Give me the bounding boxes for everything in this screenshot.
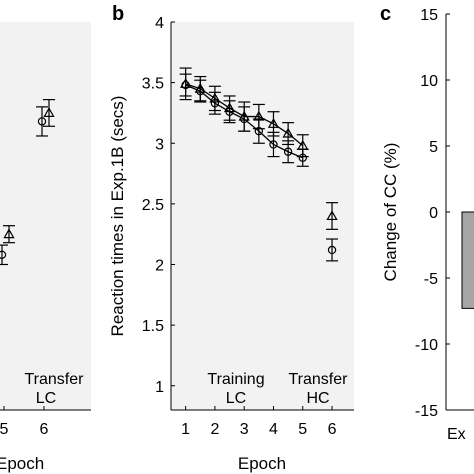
- x-tick-label: 3: [240, 421, 249, 438]
- error-bar: [179, 67, 192, 101]
- panel-a-tick-label: 6: [40, 421, 49, 438]
- panel-c-ticks: -15 -10 -5 0 5 10 15: [415, 7, 450, 420]
- y-tick-label: 3: [155, 136, 164, 153]
- data-point-circle: [283, 147, 293, 156]
- y-tick-label: -10: [415, 337, 438, 354]
- bar-ex: [461, 211, 474, 309]
- error-bar: [267, 111, 280, 137]
- data-point-triangle: [43, 107, 55, 117]
- error-bar: [0, 244, 8, 266]
- panel-b-letter: b: [112, 3, 124, 25]
- error-bar: [326, 238, 339, 262]
- error-bar: [238, 101, 251, 132]
- error-bar: [208, 85, 221, 112]
- y-tick-label: -5: [424, 271, 438, 288]
- panel-a-annotation-line2: LC: [36, 390, 56, 407]
- panel-c-category-label: Ex: [447, 426, 466, 443]
- data-point-triangle: [238, 110, 250, 121]
- panel-b-transfer-line2: HC: [306, 390, 329, 407]
- panel-c-y-label: Change of CC (%): [381, 143, 400, 282]
- data-point-triangle: [223, 102, 236, 113]
- panel-b-transfer-line1: Transfer: [289, 371, 349, 388]
- error-bar: [282, 122, 295, 146]
- panel-b-training-line1: Training: [207, 371, 264, 388]
- error-bar: [296, 134, 309, 158]
- panel-b: b 1 1.5 2 2.5 3 3.5 4 1 2 3 4 5 6 Training LC Transf…: [108, 3, 354, 473]
- y-tick-label: 15: [420, 7, 438, 24]
- panel-a-tick-label: 5: [0, 421, 9, 438]
- y-tick-label: 3.5: [142, 76, 164, 93]
- y-tick-label: 5: [429, 139, 438, 156]
- x-tick-label: 4: [269, 421, 278, 438]
- panel-b-y-label: Reaction times in Exp.1B (secs): [108, 96, 127, 337]
- data-point-triangle: [282, 127, 294, 138]
- data-point-triangle: [3, 228, 15, 239]
- panel-a-annotation-line1: Transfer: [25, 371, 85, 388]
- panel-a: Transfer LC 5 6 Epoch: [0, 22, 91, 473]
- error-bar: [36, 106, 48, 137]
- panel-a-marks: [0, 98, 55, 410]
- x-tick-label: 1: [181, 421, 190, 438]
- panel-a-x-label: Epoch: [0, 454, 44, 473]
- y-tick-label: 2: [155, 258, 164, 275]
- x-tick-label: 5: [298, 421, 307, 438]
- x-tick-label: 6: [328, 421, 337, 438]
- y-tick-label: 4: [155, 15, 164, 32]
- y-tick-label: 1: [155, 379, 164, 396]
- data-point-circle: [269, 140, 278, 149]
- data-point-circle: [37, 117, 47, 126]
- data-point-triangle: [267, 118, 280, 128]
- error-bar: [252, 103, 265, 130]
- panel-b-marks: [179, 67, 339, 262]
- data-point-triangle: [209, 92, 221, 103]
- y-tick-label: 1.5: [142, 318, 164, 335]
- panel-b-ticks: 1 1.5 2 2.5 3 3.5 4 1 2 3 4 5 6: [142, 15, 337, 438]
- y-tick-label: 2.5: [142, 197, 164, 214]
- x-tick-label: 2: [210, 421, 219, 438]
- panel-b-training-line2: LC: [226, 390, 246, 407]
- error-bar: [194, 75, 207, 102]
- data-point-triangle: [253, 110, 265, 121]
- panel-a-background: [0, 22, 91, 410]
- data-point-circle: [0, 250, 7, 259]
- transfer-point-circle: [327, 245, 337, 255]
- error-bar: [223, 95, 236, 121]
- panel-b-x-label: Epoch: [238, 454, 286, 473]
- y-tick-label: 10: [420, 73, 438, 90]
- panel-c: c -15 -10 -5 0 5 10 15 Ex Change of CC (%): [380, 3, 474, 443]
- panel-c-letter: c: [380, 3, 391, 25]
- data-point-triangle: [297, 139, 309, 150]
- y-tick-label: -15: [415, 403, 438, 420]
- panel-c-marks: [461, 211, 474, 309]
- data-point-triangle: [180, 78, 192, 88]
- data-point-triangle: [194, 82, 206, 93]
- error-bar: [43, 98, 55, 127]
- transfer-point-triangle: [326, 210, 338, 221]
- error-bar: [326, 202, 339, 230]
- y-tick-label: 0: [429, 205, 438, 222]
